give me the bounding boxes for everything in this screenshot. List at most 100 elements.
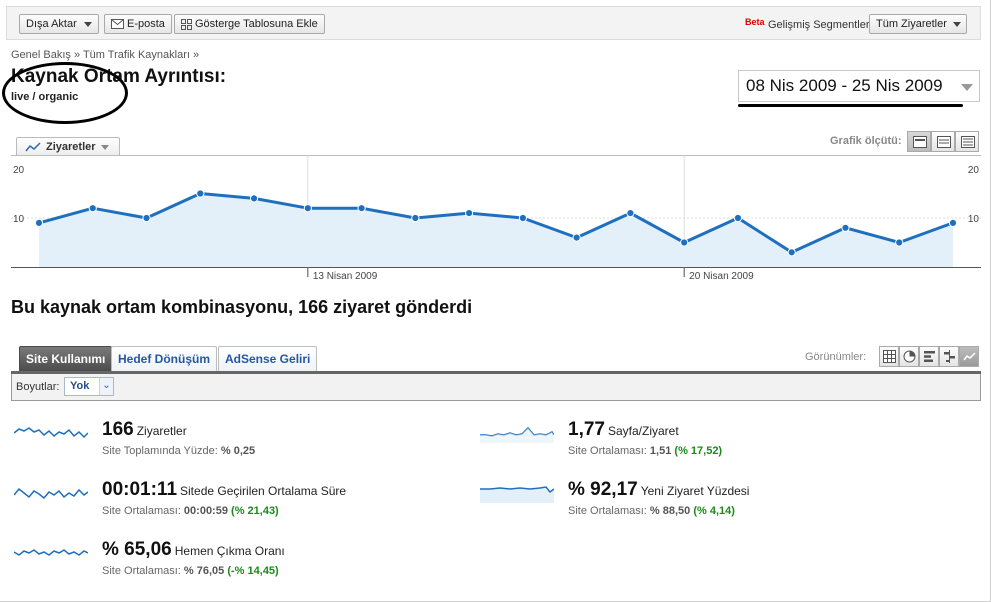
grid-icon — [883, 350, 896, 363]
metric-delta: (% 21,43) — [231, 505, 279, 517]
metric-selector[interactable]: Ziyaretler — [16, 137, 120, 156]
data-point — [680, 238, 689, 247]
chevron-down-icon — [100, 144, 109, 150]
breadcrumb-item[interactable]: Tüm Trafik Kaynakları — [82, 49, 190, 61]
performance-view-button[interactable] — [919, 346, 939, 367]
pie-view-button[interactable] — [899, 346, 919, 367]
metric-value-row: 1,77 Sayfa/Ziyaret — [568, 419, 679, 441]
metric-sub-row: Site Ortalaması: 1,51 (% 17,52) — [568, 445, 722, 457]
metric-sub-row: Site Ortalaması: 00:00:59 (% 21,43) — [102, 505, 279, 517]
data-point — [518, 213, 527, 223]
metric-value: 00:01:11 — [102, 479, 178, 500]
metric-new-visits: % 92,17 Yeni Ziyaret Yüzdesi Site Ortalam… — [480, 479, 900, 527]
metric-selector-label: Ziyaretler — [46, 141, 96, 153]
metric-value: 1,77 — [568, 419, 605, 440]
metric-value: % 92,17 — [568, 479, 638, 500]
export-button[interactable]: Dışa Aktar — [19, 14, 99, 34]
metric-delta: (% 17,52) — [674, 445, 723, 457]
dimension-label: Boyutlar: — [16, 381, 60, 393]
x-tick-label: 20 Nisan 2009 — [689, 271, 754, 282]
metric-sub-row: Site Toplamında Yüzde: % 0,25 — [102, 445, 255, 457]
summary-headline: Bu kaynak ortam kombinasyonu, 166 ziyare… — [11, 297, 473, 317]
comparison-view-button[interactable] — [939, 346, 959, 367]
data-point — [626, 209, 635, 218]
visits-line-chart: 13 Nisan 2009 20 Nisan 2009 20 10 20 10 — [11, 155, 981, 282]
metric-delta: (% 4,14) — [693, 505, 735, 517]
data-point — [948, 218, 958, 228]
metric-sub-value: 1,51 — [649, 445, 672, 457]
day-view-icon — [913, 136, 927, 148]
chevron-down-icon — [953, 22, 961, 27]
metric-sub-label: Site Toplamında Yüzde: — [102, 445, 218, 457]
metric-sub-value: 00:00:59 — [183, 505, 228, 517]
data-point — [88, 204, 97, 213]
date-range-picker[interactable]: 08 Nis 2009 - 25 Nis 2009 — [738, 70, 980, 102]
metric-sub-label: Site Ortalaması: — [102, 565, 181, 577]
pie-chart-icon — [903, 350, 916, 363]
metric-value-row: % 92,17 Yeni Ziyaret Yüzdesi — [568, 479, 749, 501]
dimension-select[interactable]: Yok ⌄ — [64, 377, 114, 396]
sparkline — [480, 486, 554, 503]
x-tick-label: 13 Nisan 2009 — [313, 271, 378, 282]
y-tick-label-left: 10 — [13, 214, 25, 225]
metric-sub-label: Site Ortalaması: — [102, 505, 181, 517]
data-point — [787, 248, 796, 257]
breadcrumb-item[interactable]: Genel Bakış — [11, 49, 71, 61]
annotation-underline — [738, 104, 963, 107]
data-point — [895, 238, 904, 247]
graph-by-day-button[interactable] — [907, 131, 931, 152]
metric-name: Sayfa/Ziyaret — [607, 424, 679, 438]
line-chart-icon — [25, 142, 41, 152]
sparkline — [480, 426, 554, 443]
tab-goal-conversion[interactable]: Hedef Dönüşüm — [111, 346, 218, 372]
metric-avg-time-on-site: 00:01:11 Sitede Geçirilen Ortalama Süre S… — [14, 479, 434, 527]
table-view-button[interactable] — [879, 346, 899, 367]
data-point — [357, 204, 366, 213]
sparkline — [14, 427, 88, 439]
metric-name: Ziyaretler — [136, 424, 187, 438]
graph-by-week-button[interactable] — [931, 131, 955, 152]
segment-dropdown[interactable]: Tüm Ziyaretler — [869, 14, 967, 34]
metric-pages-per-visit: 1,77 Sayfa/Ziyaret Site Ortalaması: 1,51 … — [480, 419, 900, 467]
date-range-text: 08 Nis 2009 - 25 Nis 2009 — [746, 76, 943, 95]
segment-value: Tüm Ziyaretler — [876, 18, 947, 30]
metric-sub-row: Site Ortalaması: % 88,50 (% 4,14) — [568, 505, 735, 517]
metric-value: % 65,06 — [102, 539, 172, 560]
email-button[interactable]: E-posta — [104, 14, 172, 34]
breadcrumb: Genel Bakış » Tüm Trafik Kaynakları » — [11, 49, 200, 61]
bar-chart-icon — [924, 351, 935, 362]
series-area — [39, 193, 953, 267]
metric-sub-label: Site Ortalaması: — [568, 505, 647, 517]
y-tick-label-left: 20 — [13, 165, 25, 176]
data-point — [196, 189, 205, 198]
sparkline — [14, 487, 88, 500]
annotation-ellipse — [2, 62, 128, 124]
metric-bounce-rate: % 65,06 Hemen Çıkma Oranı Site Ortalaması… — [14, 539, 434, 587]
y-tick-label-right: 10 — [968, 214, 980, 225]
tab-site-usage[interactable]: Site Kullanımı — [19, 346, 113, 372]
metric-visits: 166 Ziyaretler Site Toplamında Yüzde: % 0… — [14, 419, 434, 467]
tab-divider — [11, 371, 981, 374]
data-point — [841, 223, 850, 232]
metric-value-row: % 65,06 Hemen Çıkma Oranı — [102, 539, 285, 561]
metric-value-row: 00:01:11 Sitede Geçirilen Ortalama Süre — [102, 479, 346, 501]
tab-adsense-revenue[interactable]: AdSense Geliri — [218, 346, 318, 372]
dimension-value: Yok — [70, 380, 90, 392]
metric-name: Hemen Çıkma Oranı — [174, 544, 285, 558]
chevron-down-icon — [83, 21, 92, 27]
export-label: Dışa Aktar — [26, 18, 77, 30]
dashboard-icon — [181, 18, 192, 30]
data-point — [303, 204, 312, 213]
sparkline — [14, 549, 88, 556]
views-label: Görünümler: — [805, 351, 867, 363]
month-view-icon — [961, 136, 975, 148]
segment-label: Gelişmiş Segmentler: — [768, 19, 873, 31]
metric-value: 166 — [102, 419, 134, 440]
metric-sub-value: % 88,50 — [649, 505, 691, 517]
add-to-dashboard-button[interactable]: Gösterge Tablosuna Ekle — [174, 14, 325, 34]
metric-sub-value: % 0,25 — [220, 445, 256, 457]
pivot-view-button[interactable] — [959, 346, 979, 367]
graph-by-month-button[interactable] — [955, 131, 979, 152]
series-line — [38, 192, 954, 254]
metric-name: Sitede Geçirilen Ortalama Süre — [180, 484, 347, 498]
